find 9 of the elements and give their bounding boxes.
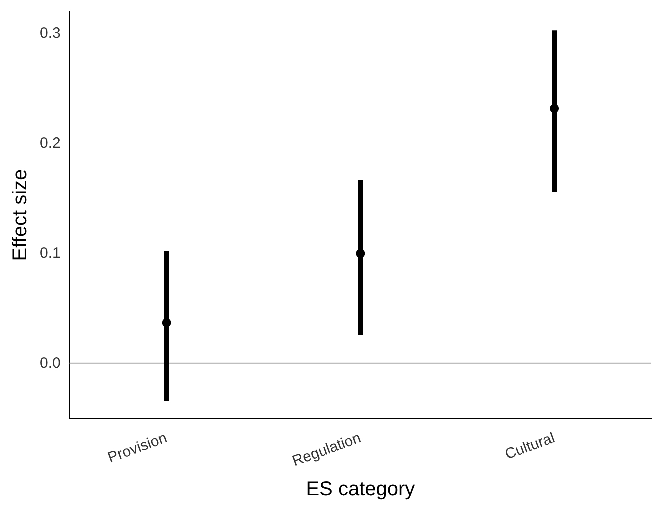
y-tick-label: 0.2 bbox=[40, 134, 61, 152]
point bbox=[550, 104, 560, 114]
y-tick-label: 0.3 bbox=[40, 25, 61, 42]
y-tick-label: 0.1 bbox=[40, 244, 61, 262]
point bbox=[356, 249, 366, 258]
y-tick-label: 0.0 bbox=[40, 354, 61, 372]
point bbox=[162, 318, 172, 328]
y-axis-title: Effect size bbox=[10, 169, 32, 262]
x-axis-title: ES category bbox=[306, 478, 416, 501]
